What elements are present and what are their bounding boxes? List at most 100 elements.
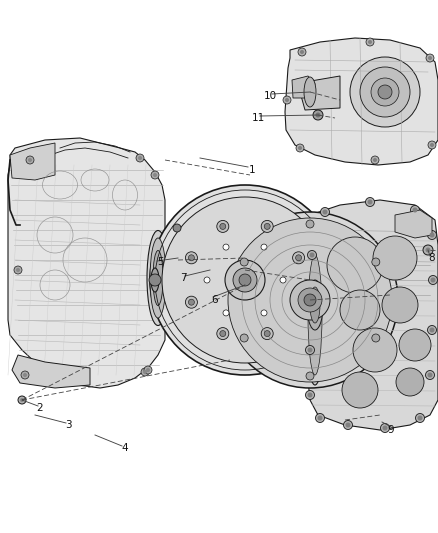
Circle shape [151,171,159,179]
Circle shape [188,255,194,261]
Circle shape [18,396,26,404]
Circle shape [264,330,270,336]
Circle shape [264,223,270,229]
Circle shape [373,236,417,280]
Circle shape [14,266,22,274]
Circle shape [223,310,229,316]
Circle shape [16,268,20,272]
Circle shape [307,348,312,352]
Circle shape [223,244,229,250]
Circle shape [430,143,434,147]
Circle shape [285,98,289,102]
Circle shape [381,424,389,432]
Circle shape [146,368,150,372]
Circle shape [306,220,314,228]
Ellipse shape [310,287,320,323]
Circle shape [188,299,194,305]
Circle shape [343,421,353,430]
Circle shape [428,276,438,285]
Circle shape [305,391,314,400]
Text: 5: 5 [157,257,163,267]
Text: 2: 2 [37,403,43,413]
Circle shape [368,40,372,44]
Circle shape [228,218,392,382]
Circle shape [427,373,432,377]
Circle shape [327,237,383,293]
Circle shape [427,326,437,335]
Circle shape [396,368,424,396]
Text: 3: 3 [65,420,71,430]
Circle shape [430,327,434,333]
Ellipse shape [147,230,169,326]
Circle shape [365,198,374,206]
Circle shape [185,252,198,264]
Circle shape [307,251,317,260]
Circle shape [185,296,198,308]
Circle shape [136,154,144,162]
Circle shape [293,252,304,264]
Circle shape [423,245,433,255]
Circle shape [261,221,273,232]
Circle shape [298,288,322,312]
Circle shape [21,371,29,379]
Circle shape [261,310,267,316]
Text: 1: 1 [249,165,255,175]
Circle shape [353,328,397,372]
Circle shape [410,206,420,214]
Ellipse shape [150,238,166,318]
Circle shape [340,290,380,330]
Circle shape [298,146,302,150]
Polygon shape [292,76,315,98]
Text: 4: 4 [122,443,128,453]
Circle shape [298,48,306,56]
Circle shape [313,110,323,120]
Circle shape [371,78,399,106]
Circle shape [138,156,142,160]
Circle shape [315,112,321,117]
Circle shape [366,38,374,46]
Circle shape [28,158,32,162]
Circle shape [425,247,431,253]
Circle shape [240,258,248,266]
Ellipse shape [304,77,316,107]
Circle shape [378,85,392,99]
Circle shape [261,328,273,340]
Ellipse shape [151,268,159,292]
Polygon shape [12,355,90,388]
Circle shape [382,425,388,431]
Circle shape [280,277,286,283]
Ellipse shape [308,255,322,375]
Circle shape [296,299,302,305]
Circle shape [371,156,379,164]
Circle shape [261,244,267,250]
Text: 8: 8 [429,253,435,263]
Polygon shape [395,210,432,238]
Circle shape [290,280,330,320]
Circle shape [220,223,226,229]
Circle shape [426,54,434,62]
Circle shape [240,334,248,342]
Circle shape [304,294,316,306]
Circle shape [162,197,328,363]
Polygon shape [300,76,340,110]
Circle shape [360,67,410,117]
Circle shape [382,287,418,323]
Circle shape [372,258,380,266]
Circle shape [417,416,423,421]
Polygon shape [285,38,438,165]
Polygon shape [308,200,438,430]
Circle shape [373,158,377,162]
Circle shape [372,334,380,342]
Ellipse shape [305,245,325,385]
Text: 11: 11 [251,113,265,123]
Circle shape [144,366,152,374]
Circle shape [305,295,314,304]
Text: 6: 6 [212,295,218,305]
Text: 9: 9 [388,425,394,435]
Circle shape [306,372,314,380]
Circle shape [350,57,420,127]
Circle shape [310,253,314,257]
Ellipse shape [153,251,163,305]
Circle shape [342,372,378,408]
Circle shape [430,232,434,238]
